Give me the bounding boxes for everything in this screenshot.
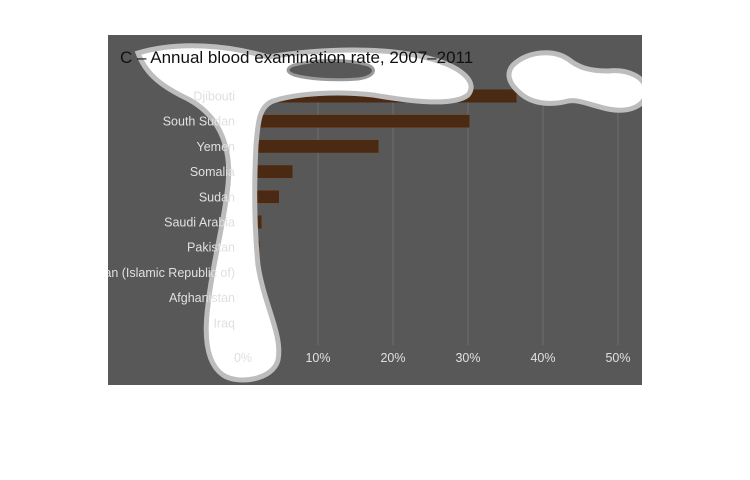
x-tick-label: 0% xyxy=(234,351,252,365)
bar-shaded xyxy=(255,190,279,204)
x-axis-tick-labels: 0% 10% 20% 30% 40% 50% xyxy=(234,351,631,365)
category-label: Iraq xyxy=(213,316,235,330)
category-label: Sudan xyxy=(199,190,235,204)
category-labels: Djibouti South Sudan Yemen Somalia Sudan Saud… xyxy=(108,90,235,331)
chart-panel: Djibouti South Sudan Yemen Somalia Sudan Saud… xyxy=(108,35,642,385)
category-label: Somalia xyxy=(190,165,235,179)
x-tick-label: 30% xyxy=(455,351,480,365)
stain-overlay xyxy=(134,43,642,383)
category-label: Saudi Arabia xyxy=(164,216,235,230)
bar-shaded xyxy=(255,114,470,128)
x-tick-label: 50% xyxy=(605,351,630,365)
bar-chart: Djibouti South Sudan Yemen Somalia Sudan Saud… xyxy=(108,43,642,383)
bar-shaded xyxy=(255,215,262,229)
category-label: Pakistan xyxy=(187,241,235,255)
bar xyxy=(243,114,470,128)
stain-shape-right xyxy=(506,50,642,113)
bars xyxy=(243,89,517,330)
bar-shaded xyxy=(255,139,379,153)
chart-title: C – Annual blood examination rate, 2007–… xyxy=(120,48,473,67)
category-label: Djibouti xyxy=(193,90,235,104)
category-label: Yemen xyxy=(197,140,236,154)
bar-shaded xyxy=(255,165,293,179)
category-label: South Sudan xyxy=(163,115,235,129)
x-tick-label: 10% xyxy=(305,351,330,365)
x-tick-label: 20% xyxy=(380,351,405,365)
category-label: Iran (Islamic Republic of) xyxy=(108,266,235,280)
stain-shape-large xyxy=(134,43,474,383)
category-label: Afghanistan xyxy=(169,291,235,305)
x-tick-label: 40% xyxy=(530,351,555,365)
stain-shape-hole xyxy=(286,59,375,82)
bar xyxy=(243,139,379,153)
